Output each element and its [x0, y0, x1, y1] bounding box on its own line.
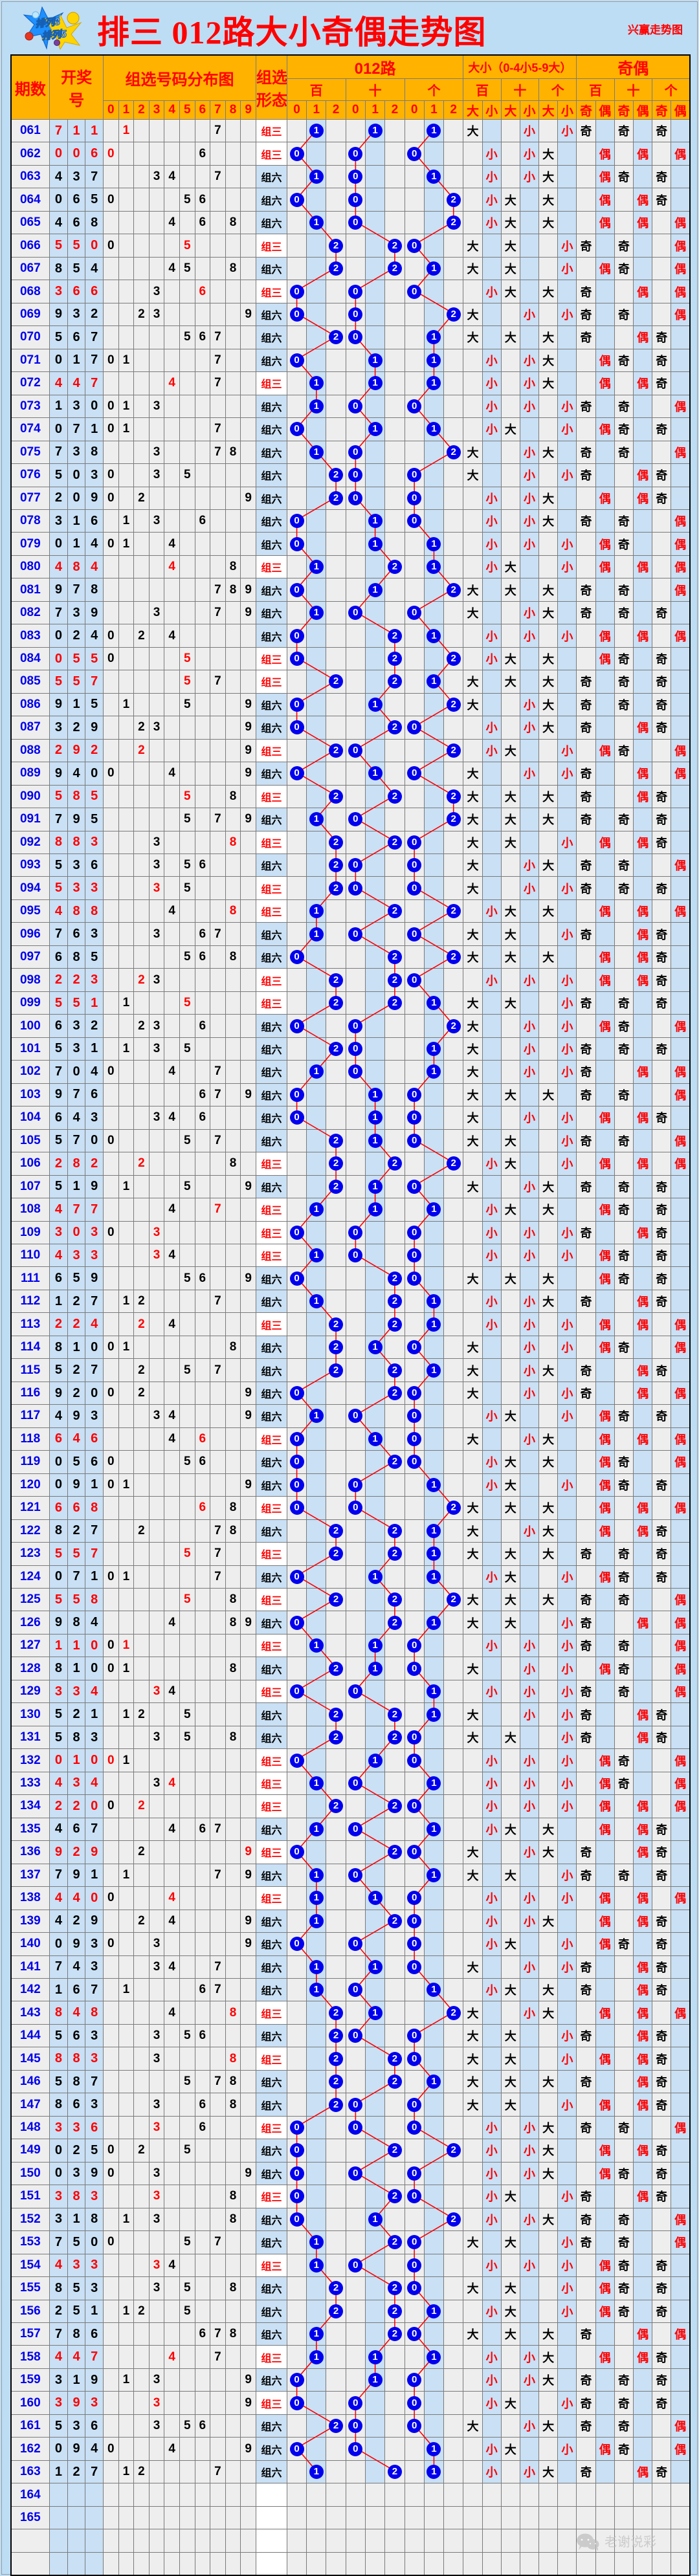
svg-text:老谢说彩: 老谢说彩 [605, 2535, 656, 2549]
